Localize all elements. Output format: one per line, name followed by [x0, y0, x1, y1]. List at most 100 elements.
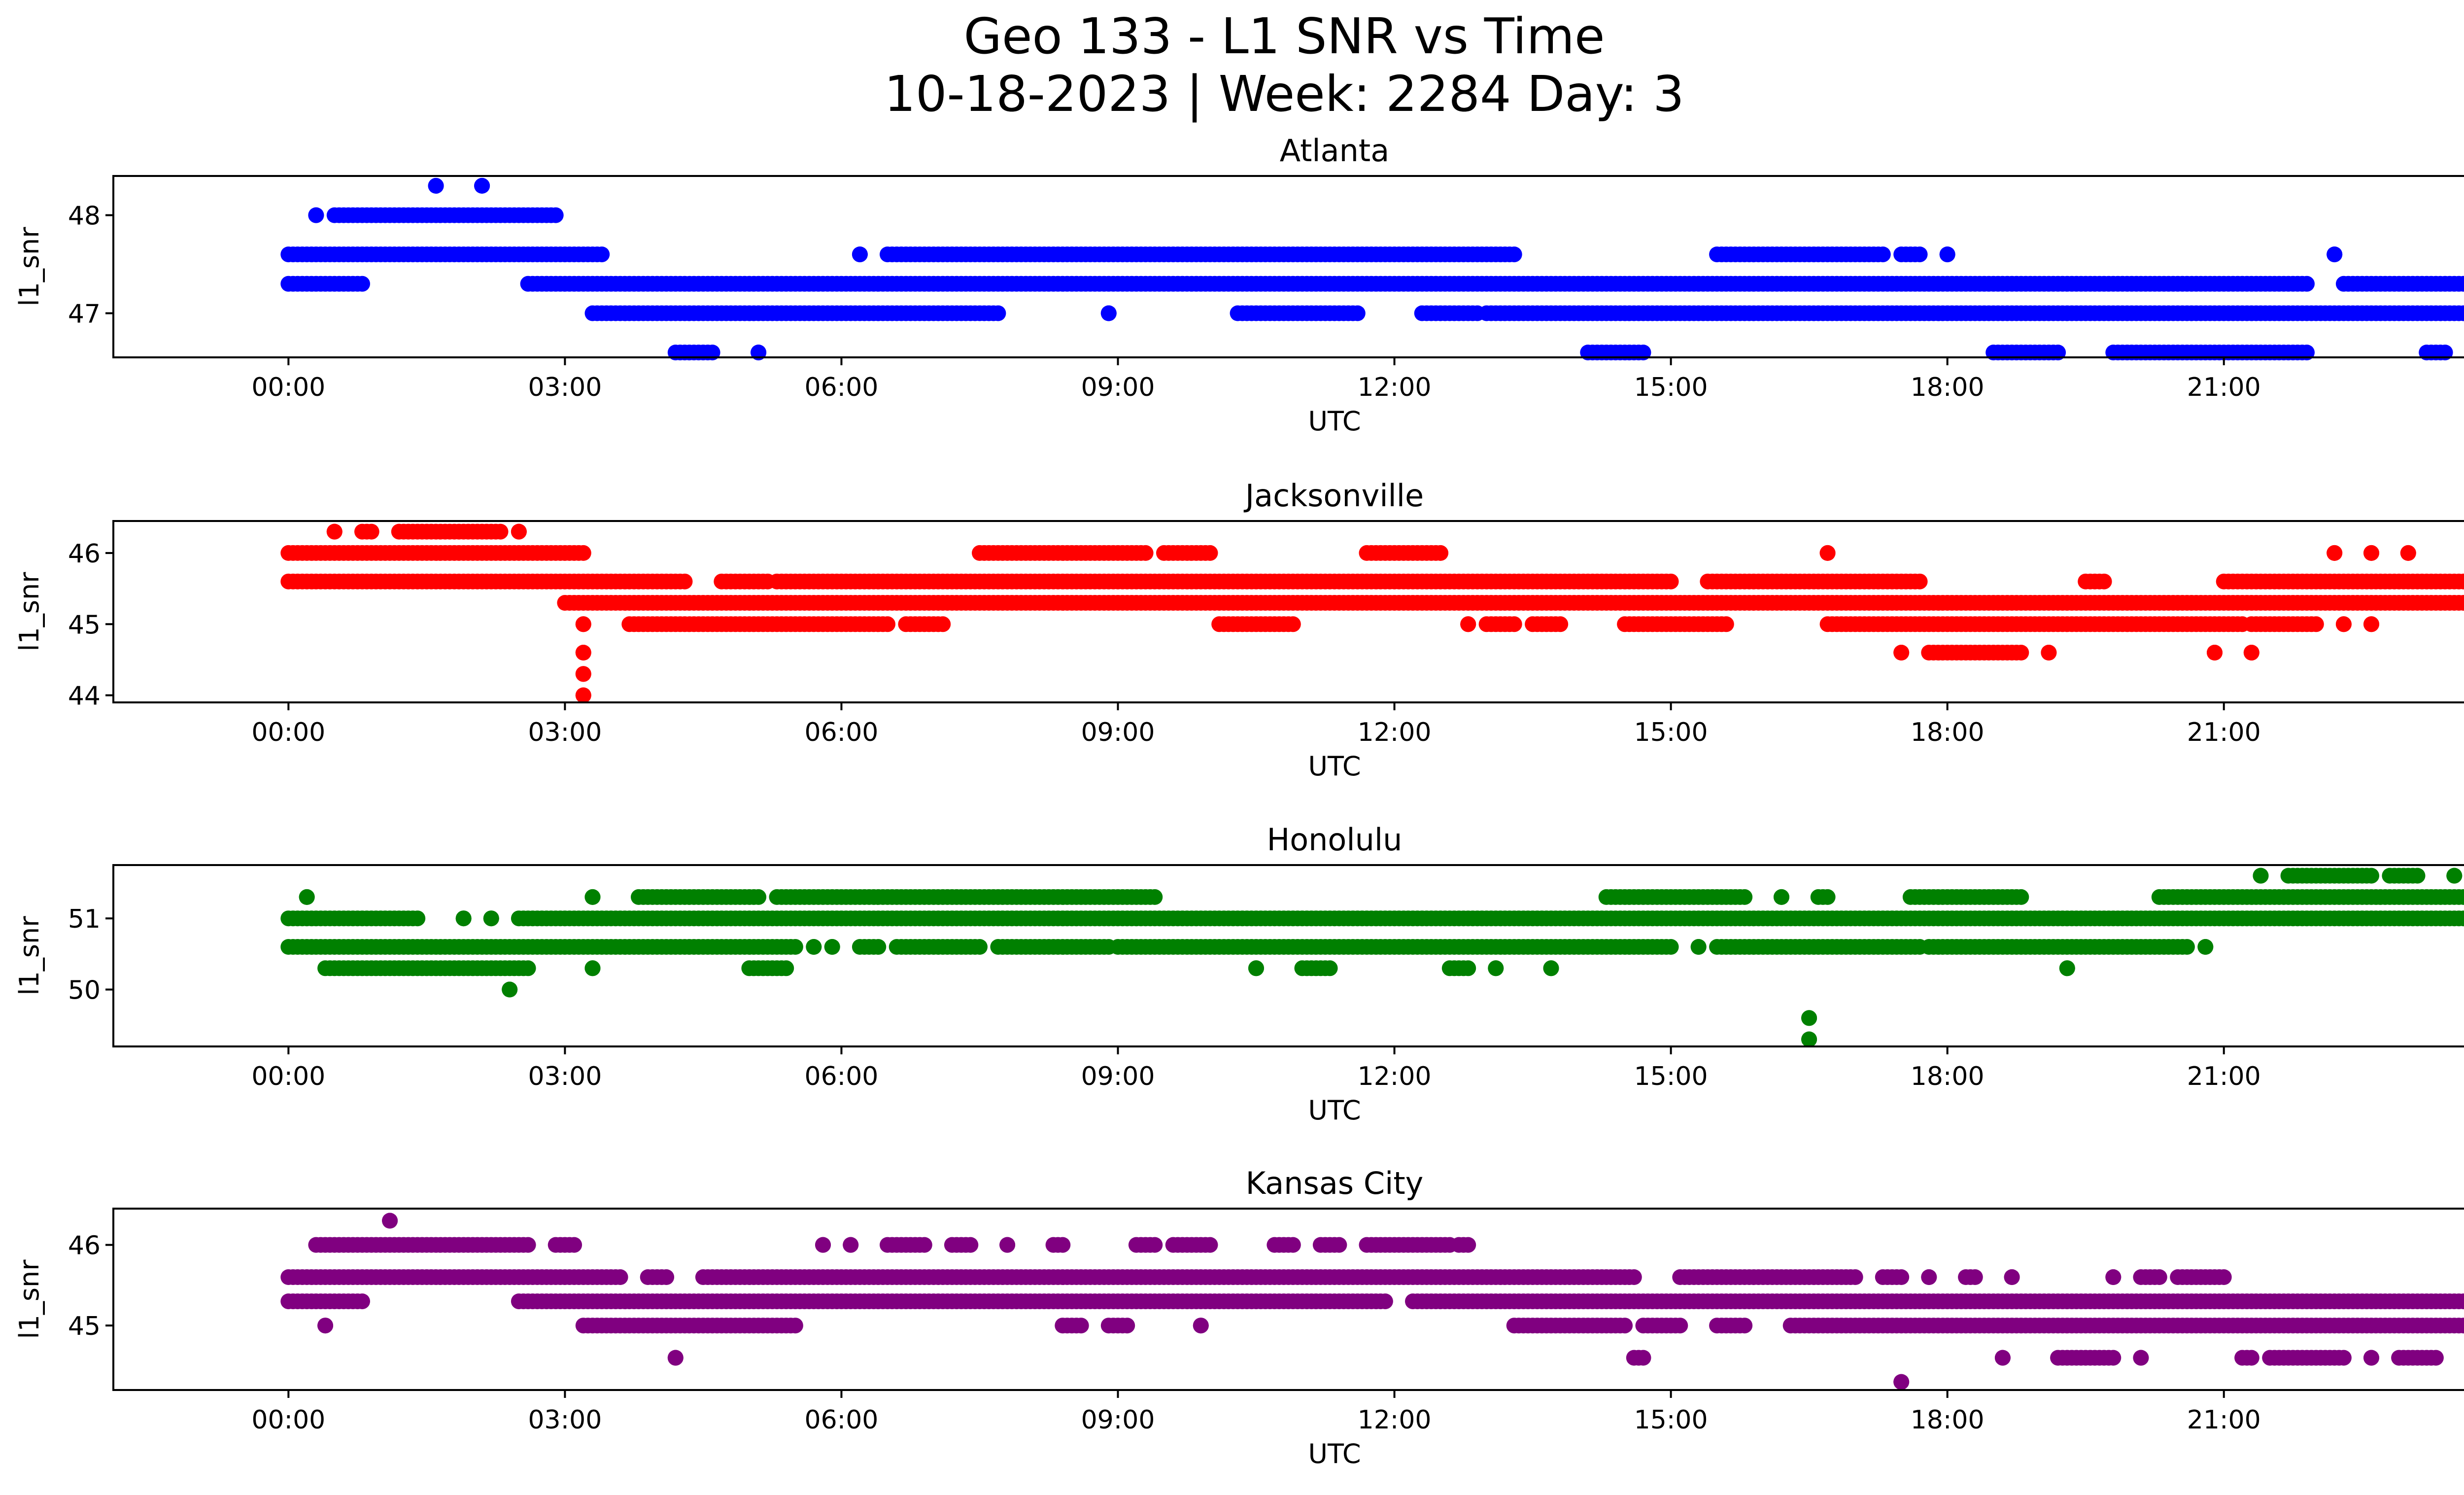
- data-point: [658, 1269, 675, 1285]
- x-tick-label: 00:00: [251, 718, 325, 747]
- data-point: [677, 573, 693, 590]
- x-axis-label: UTC: [1308, 1095, 1361, 1126]
- data-point: [935, 616, 951, 632]
- data-point: [1377, 1293, 1393, 1310]
- data-point: [1663, 939, 1679, 955]
- data-point: [1921, 1269, 1937, 1285]
- data-point: [382, 1213, 398, 1229]
- x-tick-label: 03:00: [528, 373, 602, 402]
- data-point: [778, 960, 794, 976]
- data-point: [1073, 1318, 1089, 1334]
- y-axis-label: l1_snr: [14, 572, 45, 652]
- x-tick-label: 15:00: [1634, 373, 1708, 402]
- data-point: [1801, 1010, 1817, 1026]
- data-point: [1737, 889, 1753, 905]
- figure-title-line1: Geo 133 - L1 SNR vs Time: [964, 7, 1605, 65]
- data-point: [2004, 1269, 2020, 1285]
- data-point: [354, 1293, 370, 1310]
- data-point: [2013, 889, 2029, 905]
- data-point: [2409, 868, 2426, 884]
- x-tick-label: 21:00: [2187, 718, 2261, 747]
- data-point: [326, 523, 342, 540]
- x-axis-label: UTC: [1308, 751, 1361, 782]
- data-point: [1506, 246, 1522, 263]
- data-point: [962, 1237, 979, 1253]
- data-point: [1460, 616, 1476, 632]
- data-point: [999, 1237, 1016, 1253]
- data-point: [502, 981, 518, 998]
- data-point: [1248, 960, 1264, 976]
- data-point: [2428, 1350, 2444, 1366]
- data-point: [2197, 939, 2214, 955]
- data-point: [1617, 1318, 1633, 1334]
- data-point: [520, 960, 536, 976]
- data-point: [1322, 960, 1338, 976]
- x-tick-label: 09:00: [1081, 373, 1155, 402]
- data-point: [1119, 1318, 1135, 1334]
- data-point: [428, 177, 444, 194]
- data-point: [1663, 573, 1679, 590]
- y-axis-label: l1_snr: [14, 227, 45, 307]
- x-tick-label: 18:00: [1911, 718, 1985, 747]
- scatter-points: [280, 523, 2464, 703]
- data-point: [2363, 545, 2379, 561]
- data-point: [474, 177, 490, 194]
- data-point: [1285, 616, 1301, 632]
- data-point: [880, 616, 895, 632]
- data-point: [584, 960, 601, 976]
- data-point: [667, 1350, 684, 1366]
- subplot-title: Kansas City: [1246, 1165, 1424, 1201]
- data-point: [2151, 1269, 2167, 1285]
- data-point: [1690, 939, 1707, 955]
- data-point: [1893, 1269, 1910, 1285]
- data-point: [2363, 868, 2379, 884]
- data-point: [1552, 616, 1569, 632]
- data-point: [1193, 1318, 1209, 1334]
- data-point: [2327, 545, 2343, 561]
- data-point: [575, 645, 591, 661]
- data-point: [2327, 246, 2343, 263]
- data-point: [916, 1237, 932, 1253]
- data-point: [2363, 616, 2379, 632]
- data-point: [492, 523, 509, 540]
- data-point: [1819, 889, 1836, 905]
- data-point: [852, 246, 868, 263]
- x-tick-label: 00:00: [251, 1062, 325, 1091]
- data-point: [410, 910, 426, 927]
- data-point: [806, 939, 822, 955]
- data-point: [751, 889, 767, 905]
- data-point: [299, 889, 315, 905]
- data-point: [1774, 889, 1789, 905]
- data-point: [824, 939, 840, 955]
- figure-title-line2: 10-18-2023 | Week: 2284 Day: 3: [884, 65, 1684, 123]
- data-point: [1202, 1237, 1218, 1253]
- axes-frame: [112, 175, 2464, 358]
- data-point: [1893, 645, 1910, 661]
- data-point: [2013, 645, 2029, 661]
- data-point: [1912, 246, 1928, 263]
- data-point: [1875, 246, 1891, 263]
- x-tick-label: 09:00: [1081, 718, 1155, 747]
- data-point: [308, 207, 324, 223]
- data-point: [1147, 1237, 1163, 1253]
- x-tick-label: 06:00: [805, 718, 879, 747]
- data-point: [2308, 616, 2324, 632]
- data-point: [990, 305, 1006, 321]
- data-point: [363, 523, 379, 540]
- data-point: [594, 246, 610, 263]
- data-point: [2299, 276, 2315, 292]
- data-point: [575, 687, 591, 703]
- data-point: [354, 276, 370, 292]
- data-point: [1488, 960, 1504, 976]
- data-point: [1433, 545, 1449, 561]
- data-point: [455, 910, 472, 927]
- y-tick-label: 47: [68, 299, 101, 329]
- data-point: [1137, 545, 1154, 561]
- data-point: [2253, 868, 2269, 884]
- x-tick-label: 18:00: [1911, 373, 1985, 402]
- data-point: [1055, 1237, 1071, 1253]
- y-tick-label: 50: [68, 976, 101, 1006]
- y-tick-label: 51: [68, 904, 101, 934]
